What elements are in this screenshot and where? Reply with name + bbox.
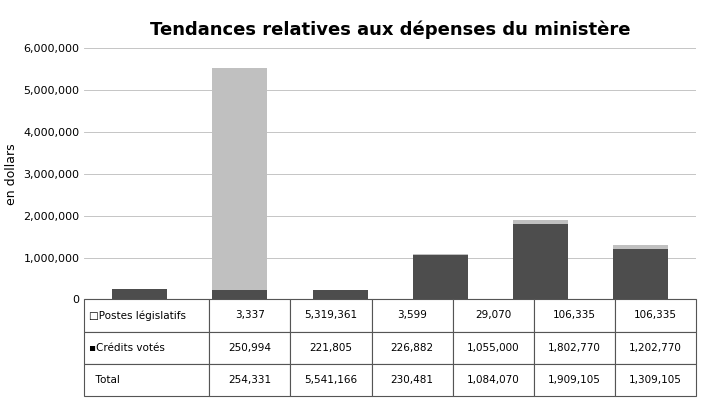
Bar [613, 249, 668, 299]
Bar [613, 245, 668, 249]
Bar [513, 224, 568, 299]
Bar [212, 67, 267, 290]
Bar [313, 290, 368, 299]
Bar [513, 219, 568, 224]
Bar [413, 254, 467, 255]
Bar [413, 255, 467, 299]
Bar [212, 290, 267, 299]
Bar [112, 289, 167, 299]
Title: Tendances relatives aux dépenses du ministère: Tendances relatives aux dépenses du mini… [150, 20, 631, 39]
Y-axis label: en dollars: en dollars [5, 143, 18, 205]
